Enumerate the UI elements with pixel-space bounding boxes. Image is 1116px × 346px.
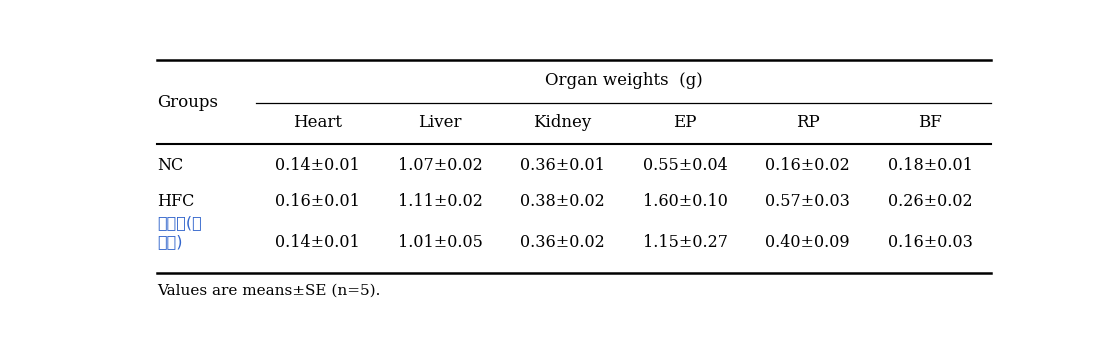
- Text: 1.15±0.27: 1.15±0.27: [643, 234, 728, 251]
- Text: BF: BF: [918, 114, 942, 131]
- Text: 0.40±0.09: 0.40±0.09: [766, 234, 850, 251]
- Text: 0.57±0.03: 0.57±0.03: [766, 193, 850, 210]
- Text: 0.26±0.02: 0.26±0.02: [888, 193, 972, 210]
- Text: Heart: Heart: [294, 114, 341, 131]
- Text: 1.60±0.10: 1.60±0.10: [643, 193, 728, 210]
- Text: 음나무(엄
나무): 음나무(엄 나무): [156, 215, 202, 249]
- Text: 1.01±0.05: 1.01±0.05: [397, 234, 482, 251]
- Text: RP: RP: [796, 114, 819, 131]
- Text: 0.16±0.01: 0.16±0.01: [275, 193, 360, 210]
- Text: Liver: Liver: [418, 114, 462, 131]
- Text: 0.16±0.03: 0.16±0.03: [887, 234, 973, 251]
- Text: Kidney: Kidney: [533, 114, 591, 131]
- Text: Groups: Groups: [156, 94, 218, 111]
- Text: HFC: HFC: [156, 193, 194, 210]
- Text: 0.14±0.01: 0.14±0.01: [276, 234, 359, 251]
- Text: 0.16±0.02: 0.16±0.02: [766, 157, 850, 174]
- Text: Values are means±SE (n=5).: Values are means±SE (n=5).: [156, 284, 381, 298]
- Text: 0.55±0.04: 0.55±0.04: [643, 157, 728, 174]
- Text: 0.18±0.01: 0.18±0.01: [887, 157, 973, 174]
- Text: NC: NC: [156, 157, 183, 174]
- Text: 0.14±0.01: 0.14±0.01: [276, 157, 359, 174]
- Text: EP: EP: [673, 114, 696, 131]
- Text: 1.11±0.02: 1.11±0.02: [397, 193, 482, 210]
- Text: 0.36±0.01: 0.36±0.01: [520, 157, 605, 174]
- Text: 0.38±0.02: 0.38±0.02: [520, 193, 605, 210]
- Text: 1.07±0.02: 1.07±0.02: [397, 157, 482, 174]
- Text: Organ weights  (g): Organ weights (g): [545, 72, 703, 89]
- Text: 0.36±0.02: 0.36±0.02: [520, 234, 605, 251]
